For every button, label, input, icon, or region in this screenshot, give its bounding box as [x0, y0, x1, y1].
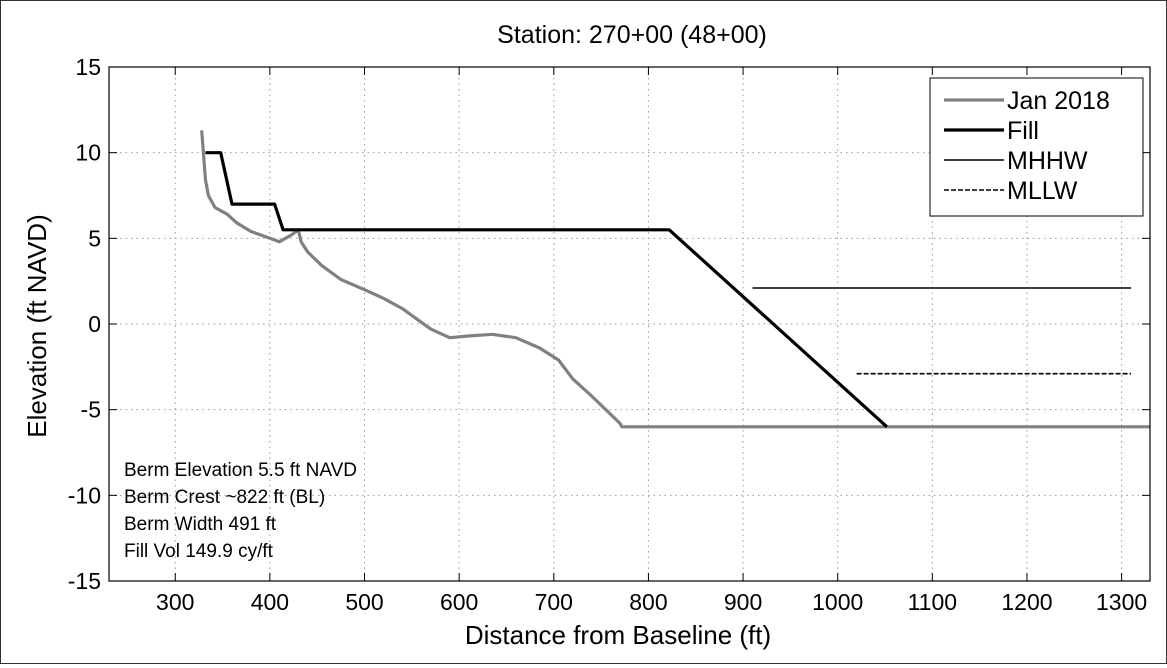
- y-tick-label: -10: [68, 482, 101, 508]
- x-tick-label: 800: [629, 589, 667, 615]
- x-tick-label: 700: [535, 589, 573, 615]
- x-tick-label: 1000: [812, 589, 863, 615]
- x-tick-label: 500: [345, 589, 383, 615]
- series-line-fill: [206, 153, 887, 427]
- y-tick-label: -5: [81, 397, 101, 423]
- x-tick-label: 1100: [908, 589, 957, 615]
- x-axis-label: Distance from Baseline (ft): [465, 620, 771, 650]
- legend-label-jan-2018: Jan 2018: [1007, 87, 1110, 115]
- annotation-fill-volume: Fill Vol 149.9 cy/ft: [124, 541, 274, 562]
- y-tick-label: 15: [75, 54, 101, 80]
- y-axis-label: Elevation (ft NAVD): [22, 214, 52, 437]
- x-tick-label: 300: [156, 589, 194, 615]
- y-tick-label: -15: [68, 568, 101, 594]
- annotation-berm-crest: Berm Crest ~822 ft (BL): [124, 487, 325, 508]
- x-tick-label: 1200: [1001, 589, 1052, 615]
- annotation-block: Berm Elevation 5.5 ft NAVD Berm Crest ~8…: [124, 460, 357, 562]
- x-tick-label: 1300: [1096, 589, 1147, 615]
- y-tick-label: 0: [88, 311, 101, 337]
- y-tick-label: 5: [88, 225, 101, 251]
- legend-label-mhhw: MHHW: [1007, 147, 1088, 175]
- annotation-berm-width: Berm Width 491 ft: [124, 514, 277, 535]
- x-tick-label: 900: [724, 589, 762, 615]
- x-tick-label: 400: [251, 589, 289, 615]
- legend-label-mllw: MLLW: [1007, 177, 1078, 205]
- y-tick-label: 10: [75, 140, 101, 166]
- chart-title: Station: 270+00 (48+00): [497, 21, 767, 49]
- legend-label-fill: Fill: [1007, 117, 1039, 145]
- x-tick-label: 600: [440, 589, 478, 615]
- annotation-berm-elevation: Berm Elevation 5.5 ft NAVD: [124, 460, 357, 481]
